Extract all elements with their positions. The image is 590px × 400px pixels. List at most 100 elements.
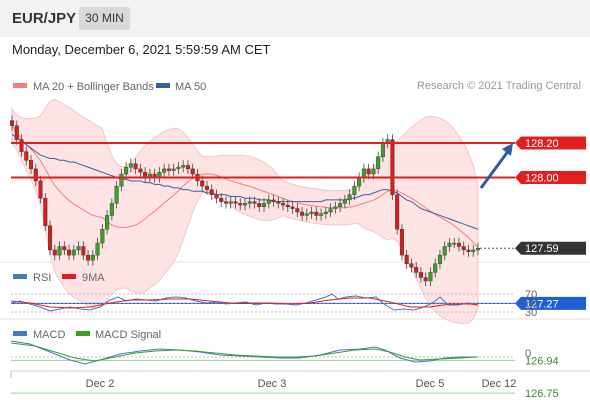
- candle: [24, 151, 29, 161]
- candle: [347, 194, 352, 201]
- candle: [428, 272, 433, 282]
- candle: [95, 242, 100, 256]
- candle: [133, 163, 138, 170]
- candle: [366, 168, 371, 175]
- candle: [48, 225, 53, 251]
- candle: [461, 246, 466, 251]
- candle: [390, 139, 395, 195]
- rsi-level-50: 50: [525, 298, 537, 310]
- rsi-level-70: 70: [525, 289, 537, 301]
- candle: [433, 263, 438, 273]
- candle: [418, 272, 423, 278]
- candle: [62, 246, 67, 251]
- candle: [76, 246, 81, 251]
- candle: [43, 197, 48, 226]
- candle: [181, 165, 186, 168]
- candle: [328, 208, 333, 213]
- candle: [437, 254, 442, 264]
- candle: [295, 208, 300, 213]
- candle: [33, 168, 38, 182]
- legend-9ma-label: 9MA: [82, 272, 105, 284]
- candle: [214, 194, 219, 199]
- candle: [452, 242, 457, 245]
- candle: [271, 199, 276, 202]
- legend-rsi-label: RSI: [33, 272, 51, 284]
- pair-label: EUR/JPY: [12, 10, 77, 27]
- candle: [399, 229, 404, 256]
- candle: [204, 185, 209, 190]
- level-tag: [515, 171, 586, 184]
- timeframe-button[interactable]: 30 MIN: [79, 7, 130, 30]
- candle: [171, 168, 176, 171]
- candle: [128, 163, 133, 168]
- candle: [219, 197, 224, 202]
- legend-rsi-swatch: [13, 274, 27, 279]
- levels-layer: 128.20 128.00 127.59 127.27 126.94 126.75: [11, 136, 586, 400]
- candle: [376, 156, 381, 170]
- candle: [266, 199, 271, 204]
- candle: [352, 185, 357, 195]
- x-label-dec5: Dec 5: [416, 378, 445, 390]
- candle: [304, 213, 309, 216]
- candle: [176, 166, 181, 170]
- x-label-dec12: Dec 12: [482, 378, 517, 390]
- candle: [309, 211, 314, 214]
- candle: [314, 211, 319, 216]
- candle: [38, 180, 43, 199]
- candle: [166, 168, 171, 171]
- candle: [81, 246, 86, 256]
- candle: [371, 168, 376, 175]
- candle: [52, 249, 57, 256]
- level-label: 127.27: [525, 298, 559, 310]
- candle: [71, 249, 76, 256]
- candle: [185, 165, 190, 170]
- candle: [29, 160, 34, 170]
- candle: [414, 267, 419, 273]
- legend-ma50-swatch: [156, 83, 170, 88]
- level-label: 126.94: [525, 355, 559, 367]
- candle: [86, 254, 91, 261]
- candle: [281, 203, 286, 206]
- legend-macd-signal-label: MACD Signal: [95, 329, 161, 341]
- candle: [252, 201, 257, 204]
- candle: [319, 213, 324, 216]
- level-tag: [515, 296, 586, 310]
- candle: [57, 246, 62, 256]
- level-tag: [515, 136, 586, 150]
- candle: [162, 168, 167, 173]
- candle: [100, 229, 105, 244]
- candle: [471, 249, 476, 252]
- candle: [442, 246, 447, 256]
- copyright: Research © 2021 Trading Central: [416, 80, 581, 92]
- candle: [119, 173, 124, 187]
- candle: [14, 125, 19, 140]
- candle: [361, 168, 366, 178]
- x-label-dec2: Dec 2: [86, 378, 115, 390]
- candle: [114, 185, 119, 204]
- legend-macd-signal-swatch: [76, 331, 90, 336]
- candle: [90, 254, 95, 261]
- candle: [9, 120, 14, 126]
- candle: [476, 248, 481, 251]
- bollinger-band: [11, 98, 479, 324]
- candle: [447, 242, 452, 247]
- candle: [333, 206, 338, 209]
- candle: [357, 177, 362, 187]
- ma20-line: [11, 125, 479, 248]
- candle: [124, 166, 129, 175]
- candle: [67, 249, 72, 256]
- candle: [242, 203, 247, 206]
- level-tag: [515, 241, 586, 255]
- candle: [404, 254, 409, 264]
- candle: [238, 203, 243, 206]
- legend-macd-swatch: [13, 331, 27, 336]
- candle: [262, 203, 267, 208]
- candle: [138, 168, 143, 173]
- candle: [247, 201, 252, 204]
- candle: [290, 206, 295, 209]
- candle: [223, 201, 228, 204]
- candle: [19, 139, 24, 152]
- candle: [257, 203, 262, 208]
- macd-level-0: 0: [525, 348, 531, 360]
- candle: [209, 189, 214, 195]
